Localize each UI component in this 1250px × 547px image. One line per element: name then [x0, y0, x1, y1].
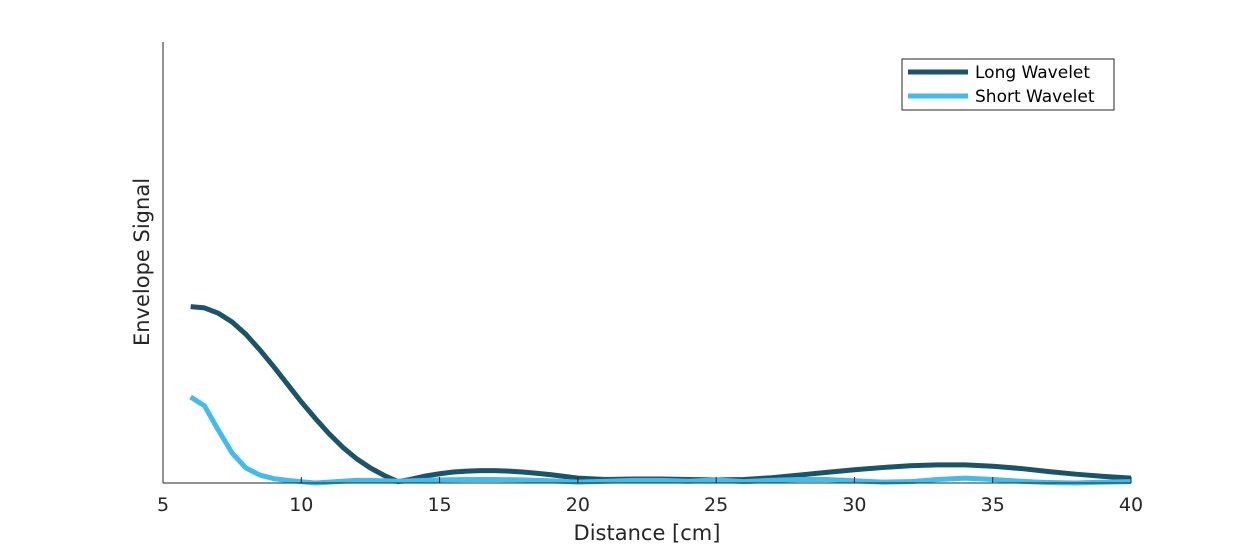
x-tick-label: 20 [566, 494, 590, 516]
x-tick-label: 35 [981, 494, 1005, 516]
x-axis-label: Distance [cm] [574, 521, 721, 545]
legend-label-long-wavelet: Long Wavelet [975, 63, 1090, 83]
legend-box [901, 58, 1115, 111]
x-tick-label: 25 [704, 494, 728, 516]
x-tick-label: 5 [157, 494, 169, 516]
x-ticks: 5 10 15 20 25 30 35 40 [157, 477, 1143, 516]
plot-lines [189, 304, 1132, 486]
legend-label-short-wavelet: Short Wavelet [975, 87, 1095, 107]
series-line-long-wavelet [190, 304, 1132, 485]
y-axis-label: Envelope Signal [130, 178, 154, 346]
x-tick-label: 40 [1119, 494, 1143, 516]
x-tick-label: 10 [289, 494, 313, 516]
legend: Long Wavelet Short Wavelet [901, 58, 1115, 111]
series-line-short-wavelet [189, 394, 1132, 486]
x-tick-label: 30 [842, 494, 866, 516]
x-tick-label: 15 [427, 494, 451, 516]
